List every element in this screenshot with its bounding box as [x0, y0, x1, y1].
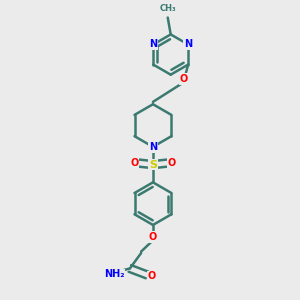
Text: N: N	[184, 40, 192, 50]
Text: CH₃: CH₃	[159, 4, 176, 13]
Text: O: O	[130, 158, 138, 168]
Text: O: O	[167, 158, 176, 168]
Text: NH₂: NH₂	[104, 269, 124, 279]
Text: S: S	[149, 160, 157, 170]
Text: O: O	[148, 272, 156, 281]
Text: N: N	[149, 142, 157, 152]
Text: N: N	[149, 40, 157, 50]
Text: O: O	[149, 232, 157, 242]
Text: O: O	[180, 74, 188, 84]
